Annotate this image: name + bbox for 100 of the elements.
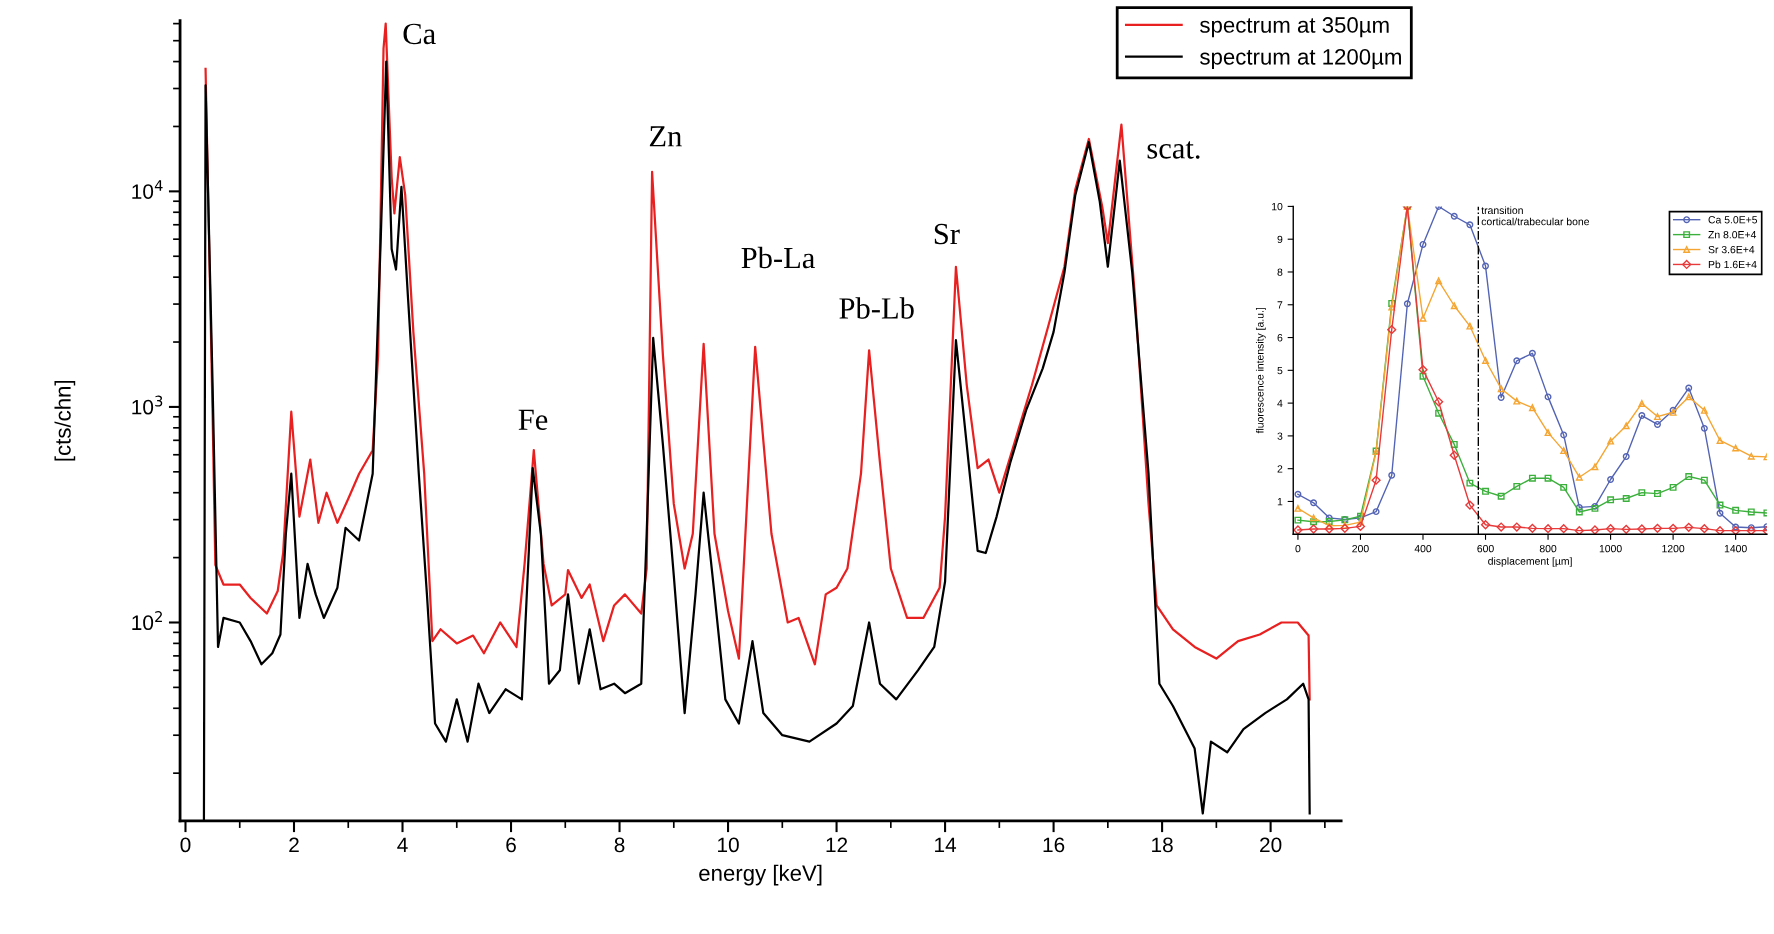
point	[1607, 437, 1615, 445]
point	[1419, 240, 1427, 248]
point	[1497, 492, 1505, 500]
y-tick-label: 10	[1272, 202, 1283, 211]
x-axis-title: displacement [µm]	[1488, 557, 1572, 567]
point	[1450, 440, 1458, 448]
y-axis-title: [cts/chn]	[54, 380, 76, 461]
point	[1716, 509, 1724, 517]
point	[1700, 406, 1708, 414]
point	[1732, 444, 1740, 452]
y-tick-label: 2	[1277, 465, 1283, 473]
point	[1324, 524, 1334, 534]
point	[1387, 325, 1397, 335]
y-tick-label: 10$^{3}$	[132, 395, 163, 415]
point	[1559, 524, 1569, 534]
point	[1669, 483, 1677, 491]
x-tick-label: 10	[718, 837, 739, 853]
x-tick-label: 400	[1414, 544, 1432, 553]
legend-label: Sr 3.6E+4	[1708, 245, 1755, 254]
point	[1308, 524, 1319, 534]
point	[1527, 523, 1538, 533]
point	[1294, 516, 1302, 524]
point	[1403, 300, 1411, 308]
point	[1653, 420, 1661, 428]
point	[1543, 524, 1553, 534]
y-tick-label: 9	[1277, 235, 1283, 244]
point	[1355, 521, 1366, 532]
point	[1388, 303, 1396, 311]
x-tick-label: 0	[1295, 544, 1301, 553]
x-tick-label: 8	[614, 837, 625, 853]
x-tick-label: 800	[1539, 544, 1557, 553]
point	[1310, 499, 1318, 507]
x-tick-label: 14	[935, 837, 957, 853]
point	[1497, 394, 1505, 402]
point	[1591, 463, 1599, 471]
annotation: Pb-La	[741, 246, 815, 269]
point	[1574, 526, 1584, 535]
point	[1638, 489, 1646, 497]
point	[1605, 524, 1616, 534]
y-tick-label: 10$^{2}$	[132, 611, 162, 631]
y-tick-label: 5	[1277, 366, 1283, 375]
point	[1310, 518, 1318, 526]
point	[1528, 474, 1536, 482]
point	[1699, 524, 1709, 534]
point	[1419, 372, 1427, 380]
y-tick-label: 10$^{4}$	[132, 180, 163, 199]
annotation: Ca	[403, 23, 436, 45]
point	[1371, 475, 1381, 485]
x-tick-label: 0	[180, 837, 191, 853]
point	[1528, 349, 1536, 357]
point	[1731, 526, 1741, 535]
point	[1418, 365, 1428, 375]
point	[1294, 490, 1302, 498]
point	[1480, 520, 1491, 530]
y-axis-title: fluorescence intensity [a.u.]	[1255, 307, 1266, 434]
point	[1512, 522, 1522, 532]
point	[1622, 453, 1630, 461]
point	[1700, 476, 1708, 484]
point	[1747, 508, 1755, 516]
point	[1621, 524, 1631, 534]
point	[1684, 522, 1694, 532]
legend-label: Zn 8.0E+4	[1708, 230, 1757, 239]
x-tick-label: 200	[1352, 544, 1369, 553]
x-tick-label: 12	[826, 837, 848, 853]
legend-label: spectrum at 1200µm	[1200, 48, 1401, 70]
point	[1482, 262, 1490, 270]
x-tick-label: 600	[1477, 544, 1494, 553]
point	[1575, 473, 1583, 481]
y-tick-label: 8	[1277, 268, 1283, 276]
point	[1435, 409, 1443, 417]
x-tick-label: 2	[289, 837, 299, 853]
legend-label: Pb 1.6E+4	[1708, 260, 1757, 269]
point	[1590, 525, 1600, 535]
legend-label: Ca 5.0E+5	[1708, 216, 1758, 224]
point	[1653, 490, 1661, 498]
point	[1434, 397, 1444, 407]
y-tick-label: 4	[1277, 399, 1283, 407]
point	[1716, 437, 1724, 444]
point	[1560, 483, 1568, 491]
point	[1388, 471, 1396, 479]
point	[1685, 384, 1693, 392]
x-tick-label: 1000	[1599, 544, 1622, 553]
point	[1293, 525, 1303, 535]
y-tick-label: 3	[1277, 432, 1283, 440]
point	[1685, 473, 1693, 481]
ref-line-label: transition cortical/trabecular bone	[1481, 206, 1590, 226]
x-tick-label: 1200	[1662, 544, 1685, 553]
point	[1450, 212, 1458, 220]
point	[1513, 482, 1521, 490]
point	[1747, 452, 1755, 460]
annotation: scat.	[1147, 141, 1200, 159]
point	[1560, 431, 1568, 439]
point	[1732, 506, 1740, 514]
annotation: Pb-Lb	[839, 297, 914, 319]
point	[1544, 474, 1552, 482]
point	[1294, 504, 1302, 512]
y-tick-label: 1	[1277, 498, 1283, 506]
x-axis-title: energy [keV]	[699, 864, 822, 886]
x-tick-label: 4	[397, 837, 408, 853]
y-tick-label: 6	[1277, 334, 1283, 342]
